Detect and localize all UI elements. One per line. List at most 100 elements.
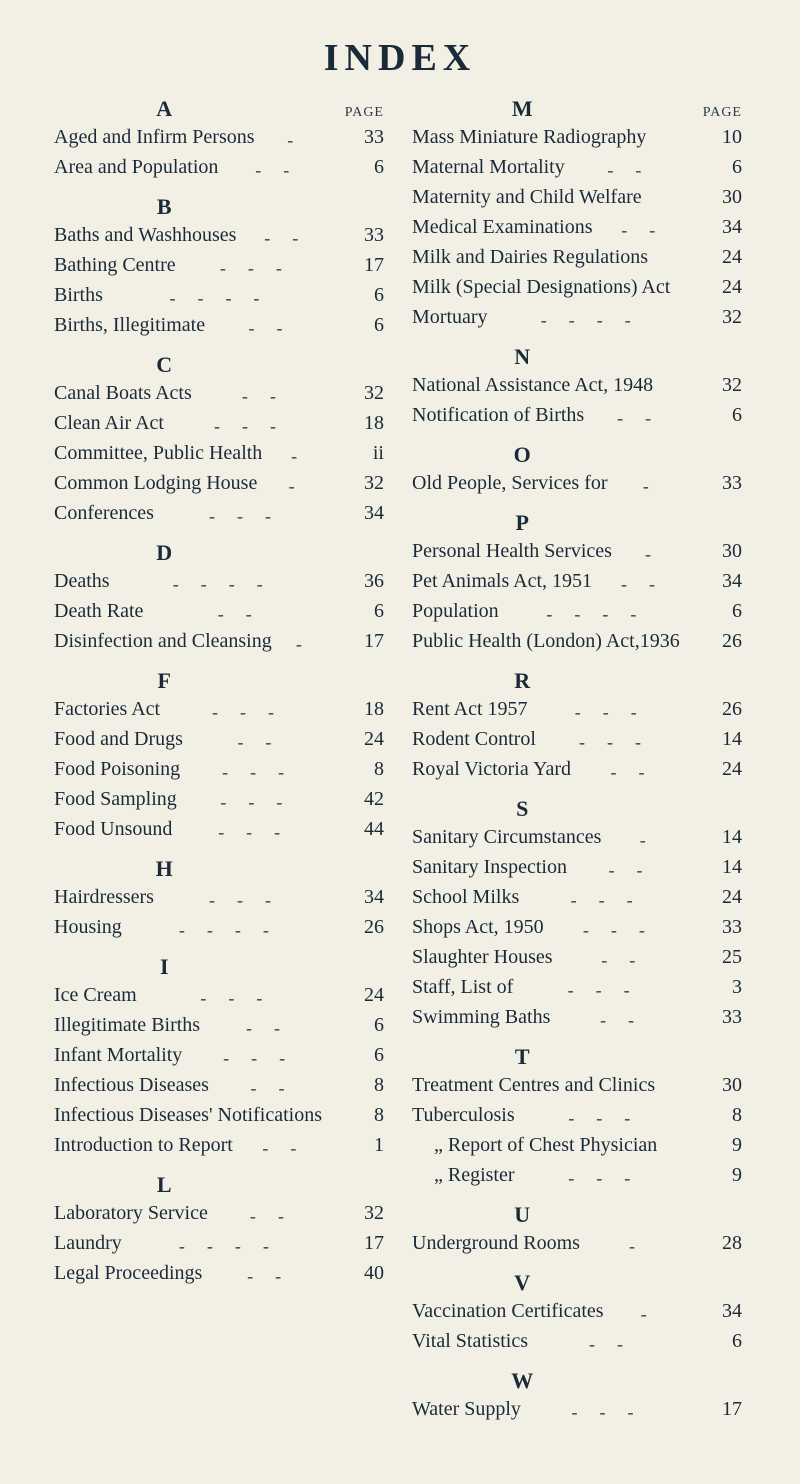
index-entry-text: Housing [54, 912, 122, 942]
index-entry-page: 40 [348, 1258, 388, 1288]
section-b: BBaths and Washhouses--33Bathing Centre-… [54, 184, 388, 340]
index-entry: Mass Miniature Radiography10 [412, 122, 746, 152]
section-heading-row: L [54, 1172, 388, 1198]
index-entry-page: 14 [706, 852, 746, 882]
section-heading-row: S [412, 796, 746, 822]
leader-dots: --- [528, 697, 706, 727]
index-entry-text: Rent Act 1957 [412, 694, 528, 724]
index-entry-text: Committee, Public Health [54, 438, 262, 468]
index-entry-text: Vaccination Certificates [412, 1296, 604, 1326]
leader-dots: - [255, 125, 348, 155]
index-entry: Medical Examinations--34 [412, 212, 746, 242]
columns: APAGEAged and Infirm Persons-33Area and … [54, 94, 746, 1424]
index-entry-page: 34 [348, 498, 388, 528]
index-entry: Personal Health Services-30 [412, 536, 746, 566]
index-entry: Old People, Services for-33 [412, 468, 746, 498]
index-entry: Births----6 [54, 280, 388, 310]
index-entry-page: 6 [348, 310, 388, 340]
index-entry-page: 6 [706, 152, 746, 182]
index-entry-page: 33 [706, 468, 746, 498]
index-entry: Underground Rooms-28 [412, 1228, 746, 1258]
leader-dots: - [601, 825, 706, 855]
index-entry-text: School Milks [412, 882, 519, 912]
index-title: INDEX [54, 36, 746, 80]
index-entry-page: 32 [348, 468, 388, 498]
index-entry-text: Maternity and Child Welfare [412, 182, 642, 212]
index-entry-text: Food Poisoning [54, 754, 180, 784]
leader-dots: -- [571, 757, 706, 787]
index-entry: Public Health (London) Act,193626 [412, 626, 746, 656]
leader-dots: --- [172, 817, 348, 847]
index-entry: Bathing Centre---17 [54, 250, 388, 280]
index-entry: Disinfection and Cleansing-17 [54, 626, 388, 656]
index-entry-page: 1 [348, 1130, 388, 1160]
index-entry-page: 30 [706, 536, 746, 566]
index-entry-text: Pet Animals Act, 1951 [412, 566, 592, 596]
index-entry-page: 17 [348, 1228, 388, 1258]
index-entry-page: 32 [348, 1198, 388, 1228]
section-s: SSanitary Circumstances-14Sanitary Inspe… [412, 786, 746, 1032]
index-entry-text: Aged and Infirm Persons [54, 122, 255, 152]
leader-dots: - [580, 1231, 706, 1261]
leader-dots: -- [218, 155, 348, 185]
leader-dots: ---- [499, 599, 706, 629]
section-o: OOld People, Services for-33 [412, 432, 746, 498]
index-entry-page: 24 [348, 980, 388, 1010]
index-entry-text: Births [54, 280, 103, 310]
index-entry-text: Infant Mortality [54, 1040, 182, 1070]
section-heading-row: D [54, 540, 388, 566]
index-entry-page: 8 [348, 1100, 388, 1130]
index-entry-page: 14 [706, 822, 746, 852]
index-entry-text: Ice Cream [54, 980, 137, 1010]
index-entry-page: ii [348, 438, 388, 468]
index-entry: Infectious Diseases' Notifications8 [54, 1100, 388, 1130]
index-entry-page: 33 [348, 122, 388, 152]
index-entry: Tuberculosis---8 [412, 1100, 746, 1130]
leader-dots: - [262, 441, 348, 471]
leader-dots: ---- [122, 1231, 348, 1261]
index-entry-text: Food Unsound [54, 814, 172, 844]
leader-dots: ---- [110, 569, 348, 599]
leader-dots: --- [536, 727, 706, 757]
index-entry-page: 33 [706, 912, 746, 942]
index-entry-text: Area and Population [54, 152, 218, 182]
section-heading-row: APAGE [54, 96, 388, 122]
section-u: UUnderground Rooms-28 [412, 1192, 746, 1258]
index-entry-page: 6 [348, 280, 388, 310]
index-entry-text: Milk and Dairies Regulations [412, 242, 648, 272]
index-entry-page: 32 [706, 370, 746, 400]
index-entry-text: Population [412, 596, 499, 626]
index-entry-text: Factories Act [54, 694, 160, 724]
leader-dots: --- [176, 253, 348, 283]
section-letter: P [412, 510, 632, 536]
index-entry-text: Deaths [54, 566, 110, 596]
section-letter: M [412, 96, 632, 122]
index-entry-text: Sanitary Circumstances [412, 822, 601, 852]
index-entry-text: Infectious Diseases [54, 1070, 209, 1100]
index-entry: Milk (Special Designations) Act24 [412, 272, 746, 302]
index-entry-page: 6 [706, 400, 746, 430]
index-entry-text: Treatment Centres and Clinics [412, 1070, 655, 1100]
section-heading-row: B [54, 194, 388, 220]
index-entry: Area and Population--6 [54, 152, 388, 182]
index-entry-page: 26 [348, 912, 388, 942]
index-entry-text: Notification of Births [412, 400, 584, 430]
index-entry-page: 34 [706, 212, 746, 242]
leader-dots: --- [160, 697, 348, 727]
index-entry-page: 6 [348, 596, 388, 626]
index-entry-text: Water Supply [412, 1394, 521, 1424]
index-entry-page: 6 [348, 1010, 388, 1040]
index-entry-text: Royal Victoria Yard [412, 754, 571, 784]
section-i: IIce Cream---24Illegitimate Births--6Inf… [54, 944, 388, 1160]
index-entry-page: 9 [706, 1160, 746, 1190]
section-c: CCanal Boats Acts--32Clean Air Act---18C… [54, 342, 388, 528]
index-entry: Deaths----36 [54, 566, 388, 596]
leader-dots: ---- [122, 915, 348, 945]
index-entry: Food Poisoning---8 [54, 754, 388, 784]
index-entry: Sanitary Inspection--14 [412, 852, 746, 882]
index-entry-page: 18 [348, 408, 388, 438]
section-heading-row: MPAGE [412, 96, 746, 122]
index-entry-text: „ Register [412, 1160, 515, 1190]
index-entry: School Milks---24 [412, 882, 746, 912]
index-entry-page: 30 [706, 1070, 746, 1100]
